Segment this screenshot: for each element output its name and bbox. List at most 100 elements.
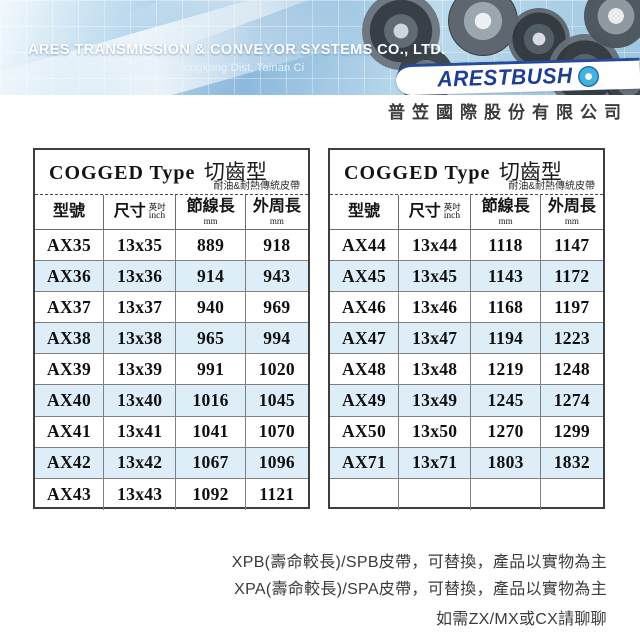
logo-text: ARESTBUSH — [437, 63, 573, 92]
cell-pitch: 1016 — [176, 385, 246, 416]
col-header-pitch-length: 節線長 mm — [176, 195, 246, 229]
cell-outer: 1172 — [554, 265, 590, 286]
cell-pitch: 1219 — [471, 354, 541, 385]
cell-pitch: 940 — [176, 292, 246, 323]
cell-pitch — [471, 478, 541, 510]
company-name: ARES TRANSMISSION & CONVEYOR SYSTEMS CO.… — [28, 42, 446, 58]
cell-size: 13x36 — [104, 261, 177, 292]
cell-outer: 1274 — [553, 390, 590, 411]
cell-outer: 1197 — [554, 296, 590, 317]
footer-notes: XPB(壽命較長)/SPB皮帶，可替換，產品以實物為主 XPA(壽命較長)/SP… — [232, 549, 607, 633]
table-row: AX41 13x41 1041 1070 — [35, 416, 308, 448]
cell-outer: 1248 — [553, 358, 590, 379]
cell-pitch: 1118 — [471, 230, 541, 261]
table-subtitle: 耐油&耐熱傳統皮帶 — [508, 181, 595, 192]
cell-outer: 918 — [263, 234, 291, 255]
cell-size: 13x45 — [399, 261, 472, 292]
company-name-chinese: 普笠國際股份有限公司 — [388, 103, 628, 122]
cell-outer: 1045 — [258, 390, 295, 411]
col-header-model: 型號 — [35, 195, 105, 229]
table-row: AX47 13x47 1194 1223 — [330, 323, 603, 355]
col-header-size: 尺寸 英吋 inch — [104, 195, 177, 229]
cell-model: AX39 — [35, 354, 105, 385]
table-title: COGGED Type 切齒型 耐油&耐熱傳統皮帶 — [35, 150, 308, 195]
cell-pitch: 1143 — [471, 261, 541, 292]
cell-model: AX49 — [330, 385, 400, 416]
table-title-en: COGGED Type — [344, 162, 491, 184]
cell-pitch: 1803 — [471, 447, 541, 478]
table-body: AX44 13x44 1118 1147 AX45 13x45 1143 117… — [330, 230, 603, 510]
cell-model: AX41 — [35, 416, 105, 447]
cell-pitch: 965 — [176, 323, 246, 354]
cell-size: 13x48 — [399, 354, 472, 385]
cell-size: 13x46 — [399, 292, 472, 323]
cell-size: 13x43 — [104, 478, 177, 510]
header-banner: ARES TRANSMISSION & CONVEYOR SYSTEMS CO.… — [0, 0, 640, 95]
table-row: AX43 13x43 1092 1121 — [35, 478, 308, 510]
table-title-cn: 切齒型 — [203, 160, 267, 184]
table-row: AX71 13x71 1803 1832 — [330, 447, 603, 479]
cell-pitch: 1041 — [176, 416, 246, 447]
cell-outer: 1147 — [554, 234, 590, 255]
cell-outer: 994 — [263, 327, 291, 348]
table-row: AX37 13x37 940 969 — [35, 292, 308, 324]
cell-outer: 1096 — [258, 452, 295, 473]
note-xpa-spa: XPA(壽命較長)/SPA皮帶，可替換，產品以實物為主 — [234, 581, 607, 598]
table-row: AX36 13x36 914 943 — [35, 261, 308, 293]
cell-model: AX44 — [330, 230, 400, 261]
cell-model: AX40 — [35, 385, 105, 416]
logo: ARESTBUSH — [395, 57, 640, 95]
table-row: AX40 13x40 1016 1045 — [35, 385, 308, 417]
cell-model: AX45 — [330, 261, 400, 292]
cell-model: AX43 — [35, 478, 105, 510]
cell-model: AX42 — [35, 447, 105, 478]
cell-size: 13x47 — [399, 323, 472, 354]
bushing-image — [448, 0, 518, 56]
table-row: AX35 13x35 889 918 — [35, 230, 308, 262]
table-row: AX50 13x50 1270 1299 — [330, 416, 603, 448]
cell-pitch: 1194 — [471, 323, 541, 354]
cell-pitch: 914 — [176, 261, 246, 292]
col-header-outer-length: 外周長 mm — [252, 197, 301, 226]
cell-outer: 943 — [263, 265, 291, 286]
cell-size: 13x42 — [104, 447, 177, 478]
cell-model: AX50 — [330, 416, 400, 447]
cell-size: 13x41 — [104, 416, 177, 447]
company-address: No.30, Ln 68, Wangxing Rd., Yongkang Dis… — [28, 62, 305, 74]
cell-outer: 1121 — [259, 483, 295, 504]
cell-size: 13x39 — [104, 354, 177, 385]
table-row: AX49 13x49 1245 1274 — [330, 385, 603, 417]
cell-model: AX35 — [35, 230, 105, 261]
cell-pitch: 1067 — [176, 447, 246, 478]
cell-pitch: 1245 — [471, 385, 541, 416]
cell-size: 13x38 — [104, 323, 177, 354]
table-title-cn: 切齒型 — [498, 160, 562, 184]
table-row: AX39 13x39 991 1020 — [35, 354, 308, 386]
note-zx-mx-cx: 如需ZX/MX或CX請聊聊 — [435, 611, 607, 628]
table-row: AX46 13x46 1168 1197 — [330, 292, 603, 324]
table-row-empty — [330, 478, 603, 510]
col-header-outer-length: 外周長 mm — [547, 197, 596, 226]
cell-pitch: 1092 — [176, 478, 246, 510]
table-body: AX35 13x35 889 918 AX36 13x36 914 943 AX… — [35, 230, 308, 510]
col-header-pitch-length: 節線長 mm — [471, 195, 541, 229]
gear-icon — [577, 65, 599, 87]
table-title: COGGED Type 切齒型 耐油&耐熱傳統皮帶 — [330, 150, 603, 195]
cell-outer: 1832 — [553, 452, 590, 473]
cell-size: 13x49 — [399, 385, 472, 416]
cell-outer: 1299 — [553, 421, 590, 442]
cell-model — [330, 478, 400, 510]
table-title-en: COGGED Type — [49, 162, 196, 184]
table-row: AX44 13x44 1118 1147 — [330, 230, 603, 262]
cell-model: AX36 — [35, 261, 105, 292]
cell-outer: 1223 — [553, 327, 590, 348]
cell-model: AX46 — [330, 292, 400, 323]
table-subtitle: 耐油&耐熱傳統皮帶 — [213, 181, 300, 192]
col-header-size: 尺寸 英吋 inch — [399, 195, 472, 229]
table-row: AX38 13x38 965 994 — [35, 323, 308, 355]
belt-table-ax35-ax43: COGGED Type 切齒型 耐油&耐熱傳統皮帶 型號 尺寸 英吋 inch … — [33, 148, 310, 510]
col-header-model: 型號 — [330, 195, 400, 229]
cell-model: AX37 — [35, 292, 105, 323]
cell-model: AX48 — [330, 354, 400, 385]
